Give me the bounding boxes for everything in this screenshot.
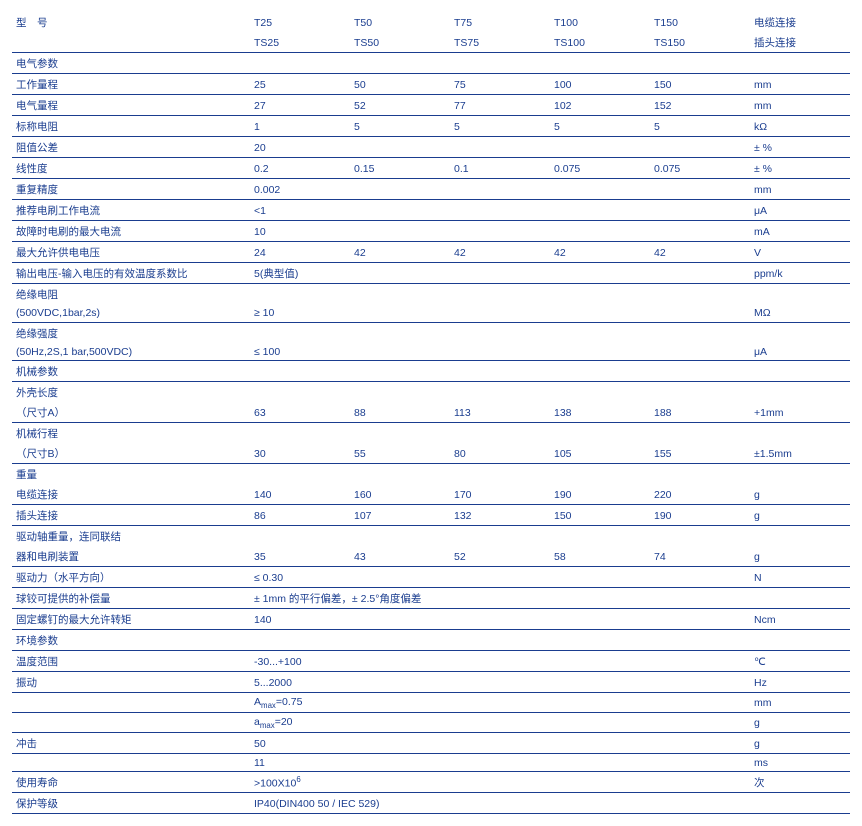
row-elec-range: 电气量程 275277102152 mm xyxy=(12,95,850,116)
row-linearity: 线性度 0.20.150.10.0750.075 ± % xyxy=(12,158,850,179)
row-actuation: 驱动力（水平方向） ≤ 0.30 N xyxy=(12,567,850,588)
header-col: T150 xyxy=(650,12,750,32)
header-col: TS150 xyxy=(650,32,750,53)
row-housing-1: 外壳长度 xyxy=(12,382,850,403)
row-shock-1: 冲击 50 g xyxy=(12,733,850,754)
row-stroke-2: （尺寸B） 305580105155 ±1.5mm xyxy=(12,443,850,464)
header-unit: 插头连接 xyxy=(750,32,850,53)
row-fault-cur: 故障时电刷的最大电流 10 mA xyxy=(12,221,850,242)
header-row2: TS25 TS50 TS75 TS100 TS150 插头连接 xyxy=(12,32,850,53)
row-insul-str-2: (50Hz,2S,1 bar,500VDC) ≤ 100 μA xyxy=(12,343,850,361)
row-repeat: 重复精度 0.002 mm xyxy=(12,179,850,200)
row-shaft-2: 器和电刷装置 3543525874 g xyxy=(12,546,850,567)
row-insul-str-1: 绝缘强度 xyxy=(12,322,850,343)
row-vib-3: amax=20 g xyxy=(12,713,850,733)
row-max-volt: 最大允许供电电压 2442424242 V xyxy=(12,242,850,263)
header-col: T100 xyxy=(550,12,650,32)
row-shock-2: 11 ms xyxy=(12,754,850,772)
row-protection: 保护等级 IP40(DIN400 50 / IEC 529) xyxy=(12,793,850,814)
spec-table: 型 号 T25 T50 T75 T100 T150 电缆连接 TS25 TS50… xyxy=(12,12,850,814)
row-life: 使用寿命 >100X106 次 xyxy=(12,772,850,793)
row-stroke-1: 机械行程 xyxy=(12,423,850,444)
row-weight-plug: 插头连接 86107132150190 g xyxy=(12,505,850,526)
header-row1: 型 号 T25 T50 T75 T100 T150 电缆连接 xyxy=(12,12,850,32)
row-nominal-res: 标称电阻 15555 kΩ xyxy=(12,116,850,137)
row-vib-1: 振动 5...2000 Hz xyxy=(12,672,850,693)
section-electrical: 电气参数 xyxy=(12,53,850,74)
row-insul-res-1: 绝缘电阻 xyxy=(12,284,850,305)
row-temp: 温度范围 -30...+100 ℃ xyxy=(12,651,850,672)
row-ball-joint: 球铰可提供的补偿量 ± 1mm 的平行偏差，± 2.5°角度偏差 xyxy=(12,588,850,609)
header-col: TS100 xyxy=(550,32,650,53)
header-col: TS25 xyxy=(250,32,350,53)
row-screw: 固定螺钉的最大允许转矩 140 Ncm xyxy=(12,609,850,630)
row-weight-cable: 电缆连接 140160170190220 g xyxy=(12,484,850,505)
row-insul-res-2: (500VDC,1bar,2s) ≥ 10 MΩ xyxy=(12,304,850,322)
row-housing-2: （尺寸A） 6388113138188 +1mm xyxy=(12,402,850,423)
header-col: TS50 xyxy=(350,32,450,53)
row-weight-1: 重量 xyxy=(12,464,850,485)
section-mechanical: 机械参数 xyxy=(12,361,850,382)
row-res-tol: 阻值公差 20 ± % xyxy=(12,137,850,158)
header-col: T75 xyxy=(450,12,550,32)
row-shaft-1: 驱动轴重量，连同联结 xyxy=(12,526,850,547)
header-col: T25 xyxy=(250,12,350,32)
header-unit: 电缆连接 xyxy=(750,12,850,32)
header-col: TS75 xyxy=(450,32,550,53)
row-tempco: 输出电压-输入电压的有效温度系数比 5(典型值) ppm/k xyxy=(12,263,850,284)
section-environment: 环境参数 xyxy=(12,630,850,651)
header-col: T50 xyxy=(350,12,450,32)
row-vib-2: Amax=0.75 mm xyxy=(12,693,850,713)
header-label: 型 号 xyxy=(12,12,250,32)
row-work-range: 工作量程 255075100150 mm xyxy=(12,74,850,95)
row-brush-cur: 推荐电刷工作电流 <1 μA xyxy=(12,200,850,221)
